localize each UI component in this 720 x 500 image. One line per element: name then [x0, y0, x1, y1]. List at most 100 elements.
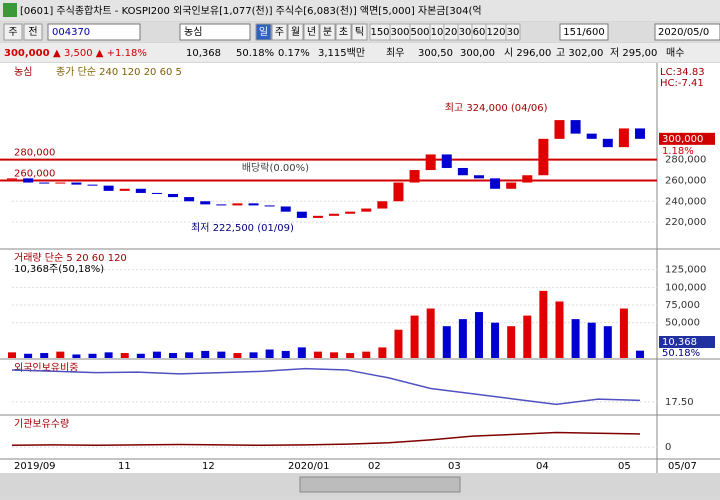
period-label: 월 — [291, 26, 300, 38]
x-tick-label: 05 — [618, 461, 631, 472]
candle — [409, 170, 420, 183]
y-tick-label: 0 — [665, 442, 671, 453]
interval-label: 30 — [459, 27, 472, 38]
period-label: 분 — [323, 26, 332, 38]
period-button[interactable] — [319, 23, 336, 41]
y-tick-label: 125,000 — [665, 265, 706, 276]
volume-bar — [571, 319, 580, 358]
period-button[interactable] — [335, 23, 352, 41]
candle — [554, 120, 565, 139]
chart-area — [0, 63, 720, 473]
volume-bar — [523, 315, 532, 358]
volume-bar — [24, 353, 33, 358]
support-label: 280,000 — [14, 148, 55, 159]
window-controls[interactable] — [560, 2, 718, 19]
candle — [103, 185, 114, 191]
period-button[interactable] — [303, 23, 320, 41]
candle — [425, 154, 436, 171]
date-box[interactable] — [654, 23, 720, 41]
period-button[interactable] — [351, 23, 368, 41]
volume-bar — [169, 353, 178, 358]
volume-bar — [330, 352, 339, 358]
candle — [570, 120, 581, 134]
period-button[interactable] — [287, 23, 304, 41]
stock-name: 농심 — [184, 26, 202, 38]
candle — [168, 193, 179, 198]
candle — [602, 138, 613, 148]
interval-label: 150 — [370, 27, 389, 38]
y-tick-label: 260,000 — [665, 175, 706, 186]
y-tick-label: 50,000 — [665, 318, 700, 329]
candle — [23, 178, 34, 183]
period-label: 초 — [339, 26, 348, 38]
volume-bar — [281, 350, 290, 358]
period-button[interactable] — [271, 23, 288, 41]
date: 2020/05/0 — [658, 27, 709, 38]
candle — [473, 175, 484, 179]
volume-bar — [603, 326, 612, 358]
volume-bar — [442, 326, 451, 358]
candle — [7, 178, 17, 180]
interval-label: 500 — [410, 27, 429, 38]
volume-bar — [491, 322, 500, 358]
code-text: 004370 — [52, 27, 90, 38]
volume-bar — [217, 351, 226, 358]
candle — [264, 205, 275, 207]
quote-price: 300,000 ▲ — [4, 48, 61, 59]
volume-bar — [201, 350, 210, 358]
candle — [184, 197, 195, 202]
candle — [635, 128, 645, 139]
quote-low: 저 295,00 — [610, 47, 657, 59]
scroll-controls[interactable] — [299, 476, 461, 493]
quote-bar — [0, 43, 720, 62]
volume-bar — [120, 353, 129, 358]
volume-bar — [152, 351, 161, 358]
period-label: 주 — [275, 27, 284, 38]
quote-turnover: 0.17% — [278, 48, 310, 59]
period-label: 년 — [307, 26, 316, 38]
quote-best: 최우 — [386, 47, 404, 59]
panel-legend: 기관보유수량 — [14, 418, 69, 430]
name-box[interactable] — [179, 23, 251, 41]
support-label: 260,000 — [14, 168, 55, 179]
volume-bar — [507, 326, 516, 358]
interval-label: 30 — [507, 27, 520, 38]
code-input[interactable] — [47, 23, 141, 41]
candle — [280, 206, 291, 212]
last-volume-ratio: 50.18% — [662, 348, 700, 359]
y-tick-label: 280,000 — [665, 155, 706, 166]
x-tick-label: 2020/01 — [288, 461, 330, 472]
toolbar-button[interactable] — [23, 23, 43, 41]
candle — [393, 182, 404, 202]
toolbar-button-label: 전 — [28, 26, 37, 38]
x-tick-label: 11 — [118, 461, 131, 472]
volume-bar — [474, 312, 483, 358]
corner-label: HC:-7.41 — [660, 78, 704, 89]
volume-bar — [587, 322, 596, 358]
x-tick-label: 02 — [368, 461, 381, 472]
volume-bar — [72, 354, 81, 358]
period-button[interactable] — [255, 23, 272, 41]
interval-label: 60 — [473, 27, 486, 38]
y-tick-label: 220,000 — [665, 217, 706, 228]
corner-label: LC:34.83 — [660, 67, 705, 78]
quote-buy[interactable]: 매수 — [666, 47, 684, 59]
candle — [361, 208, 372, 212]
volume-bar — [88, 353, 97, 358]
quote-volume: 10,368 — [186, 48, 221, 59]
x-tick-label: 12 — [202, 461, 215, 472]
volume-bar — [185, 352, 194, 358]
toolbar-button[interactable] — [3, 23, 23, 41]
volume-bar — [394, 329, 403, 358]
interval-button[interactable] — [505, 23, 521, 41]
x-tick-label: 04 — [536, 461, 549, 472]
counter-box — [559, 23, 609, 41]
dividend-annotation: 배당락(0.00%) — [242, 162, 309, 174]
candle — [232, 203, 243, 206]
low-annotation: 최저 222,500 (01/09) — [191, 222, 294, 234]
period-label: 틱 — [355, 26, 364, 38]
window-title: [0601] 주식종합차트 - KOSPI200 외국인보유[1,077(천)]… — [20, 5, 482, 17]
indicator-legend: 종가 단순 240 120 20 60 5 — [56, 66, 182, 78]
volume-bar — [539, 290, 548, 358]
